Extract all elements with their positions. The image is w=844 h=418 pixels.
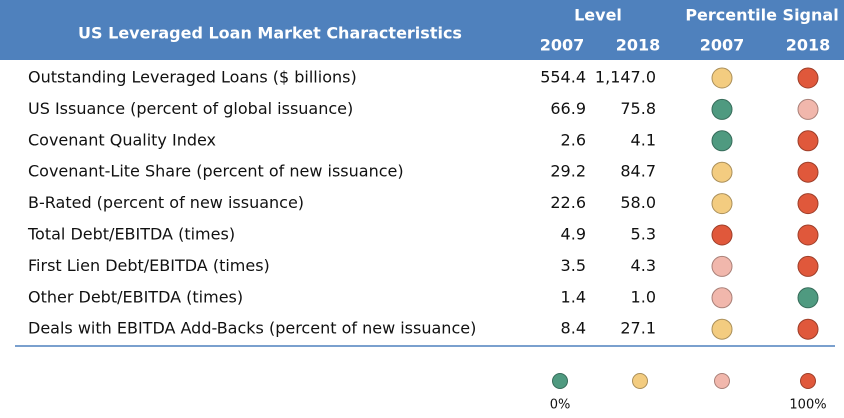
level-value: 4.9 [561, 225, 586, 244]
row-label: Outstanding Leveraged Loans ($ billions) [28, 68, 357, 87]
year-header: 2018 [786, 36, 831, 55]
level-value: 554.4 [540, 68, 586, 87]
row-label: Covenant Quality Index [28, 130, 216, 149]
level-value: 4.3 [631, 256, 656, 275]
signal-dot [711, 318, 733, 340]
signal-dot [711, 255, 733, 277]
row-label: US Issuance (percent of global issuance) [28, 99, 353, 118]
signal-dot [711, 67, 733, 89]
legend-dot [632, 373, 648, 389]
level-value: 5.3 [631, 225, 656, 244]
level-value: 2.6 [561, 130, 586, 149]
signal-dot [797, 130, 819, 152]
level-value: 1,147.0 [595, 68, 656, 87]
header-bar [0, 0, 844, 60]
signal-dot [797, 193, 819, 215]
level-value: 1.4 [561, 287, 586, 306]
year-header: 2018 [616, 36, 661, 55]
level-value: 58.0 [620, 193, 656, 212]
level-value: 8.4 [561, 319, 586, 338]
legend-dot [552, 373, 568, 389]
row-label: Total Debt/EBITDA (times) [27, 225, 235, 244]
signal-dot [797, 287, 819, 309]
legend-label: 100% [789, 398, 826, 413]
group-header: Level [574, 6, 622, 25]
legend-dot [800, 373, 816, 389]
year-header: 2007 [540, 36, 585, 55]
level-value: 66.9 [550, 99, 586, 118]
row-label: First Lien Debt/EBITDA (times) [28, 256, 270, 275]
signal-dot [711, 98, 733, 120]
signal-dot [797, 98, 819, 120]
signal-dot [711, 193, 733, 215]
row-label: Covenant-Lite Share (percent of new issu… [28, 162, 404, 181]
signal-dot [797, 224, 819, 246]
signal-dot [797, 255, 819, 277]
signal-dot [711, 224, 733, 246]
level-value: 3.5 [561, 256, 586, 275]
level-value: 75.8 [620, 99, 656, 118]
legend-label: 0% [550, 398, 571, 413]
signal-dot [711, 130, 733, 152]
signal-dot [797, 318, 819, 340]
level-value: 27.1 [620, 319, 656, 338]
signal-dot [711, 161, 733, 183]
level-value: 1.0 [631, 287, 656, 306]
level-value: 29.2 [550, 162, 586, 181]
year-header: 2007 [700, 36, 745, 55]
level-value: 4.1 [631, 130, 656, 149]
signal-dot [797, 67, 819, 89]
row-label: Other Debt/EBITDA (times) [28, 287, 243, 306]
level-value: 84.7 [620, 162, 656, 181]
level-value: 22.6 [550, 193, 586, 212]
title: US Leveraged Loan Market Characteristics [78, 24, 462, 43]
row-label: B-Rated (percent of new issuance) [28, 193, 304, 212]
row-label: Deals with EBITDA Add-Backs (percent of … [28, 319, 476, 338]
signal-dot [797, 161, 819, 183]
legend-dot [714, 373, 730, 389]
group-header: Percentile Signal [685, 6, 838, 25]
signal-dot [711, 287, 733, 309]
